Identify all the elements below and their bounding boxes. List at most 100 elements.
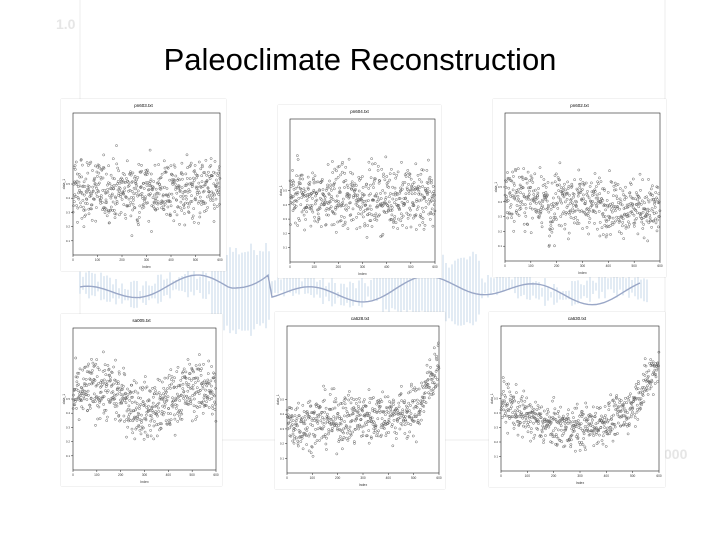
data-point [170, 192, 174, 196]
data-point [307, 434, 311, 438]
data-point [334, 417, 337, 421]
y-tick-label: 0.2 [494, 440, 499, 444]
data-point [584, 181, 588, 185]
data-point [90, 192, 94, 196]
data-point [305, 443, 308, 446]
data-point [148, 424, 151, 427]
data-point [142, 437, 146, 441]
data-point [518, 204, 522, 208]
data-point [607, 218, 611, 222]
data-point [198, 215, 202, 219]
data-point [313, 410, 316, 414]
data-point [216, 189, 220, 193]
data-point [104, 198, 108, 202]
data-point [504, 197, 508, 201]
data-point [309, 404, 313, 408]
data-point [357, 212, 360, 216]
data-point [313, 442, 317, 445]
data-point [512, 427, 516, 430]
data-point [401, 214, 405, 218]
data-point [332, 211, 335, 215]
data-point [627, 203, 631, 206]
data-point [308, 206, 312, 210]
data-point [124, 401, 128, 405]
data-point [635, 203, 639, 206]
data-point [348, 193, 352, 197]
data-point [579, 422, 583, 425]
data-point [644, 215, 648, 219]
data-point [406, 200, 409, 203]
data-point [287, 421, 290, 425]
data-point [204, 388, 207, 392]
data-point [506, 386, 510, 390]
data-point [315, 439, 319, 443]
data-point [136, 189, 140, 193]
data-point [637, 205, 641, 209]
data-point [578, 449, 582, 452]
data-point [354, 428, 357, 431]
data-point [83, 208, 87, 212]
data-point [340, 402, 344, 405]
data-point [207, 406, 211, 409]
data-point [314, 417, 318, 420]
data-point [550, 181, 554, 185]
data-point [178, 383, 182, 387]
data-point [96, 417, 100, 421]
data-point [294, 408, 298, 412]
data-point [636, 211, 639, 215]
data-point [79, 205, 83, 209]
data-point [346, 411, 350, 415]
data-point [321, 201, 324, 205]
data-point [512, 220, 516, 223]
data-point [408, 213, 412, 217]
data-point [375, 218, 379, 222]
data-point [556, 201, 559, 205]
data-point [97, 171, 101, 175]
data-point [298, 219, 301, 222]
data-point [90, 203, 94, 207]
data-point [369, 183, 372, 187]
data-point [619, 410, 623, 413]
data-point [305, 210, 308, 214]
data-point [163, 403, 167, 406]
data-point [177, 409, 181, 412]
data-point [547, 243, 551, 247]
data-point [575, 402, 579, 406]
data-point [612, 194, 615, 198]
data-point [591, 431, 595, 435]
data-point [361, 175, 364, 178]
data-point [73, 398, 77, 401]
data-point [646, 376, 650, 380]
data-point [654, 375, 658, 379]
data-point [305, 203, 309, 207]
data-point [626, 411, 629, 415]
data-point [204, 393, 208, 397]
data-point [533, 200, 536, 204]
data-point [428, 175, 432, 179]
data-point [620, 408, 624, 412]
data-point [374, 177, 377, 181]
data-point [193, 169, 196, 173]
data-point [626, 396, 630, 400]
data-point [544, 427, 547, 431]
data-point [593, 190, 597, 193]
data-point [505, 414, 509, 418]
data-point [168, 212, 172, 216]
data-point [304, 218, 307, 221]
data-point [654, 373, 658, 376]
data-point [203, 404, 207, 407]
data-point [384, 413, 387, 417]
data-point [291, 169, 294, 172]
data-point [562, 416, 566, 420]
data-point [603, 416, 606, 419]
data-point [430, 199, 433, 203]
data-point [355, 227, 359, 231]
data-point [144, 168, 148, 172]
data-point [432, 387, 435, 391]
data-point [129, 173, 133, 177]
data-point [598, 419, 602, 423]
data-point [573, 178, 576, 182]
data-point [144, 418, 148, 422]
data-point [75, 183, 79, 186]
data-point [352, 398, 356, 402]
